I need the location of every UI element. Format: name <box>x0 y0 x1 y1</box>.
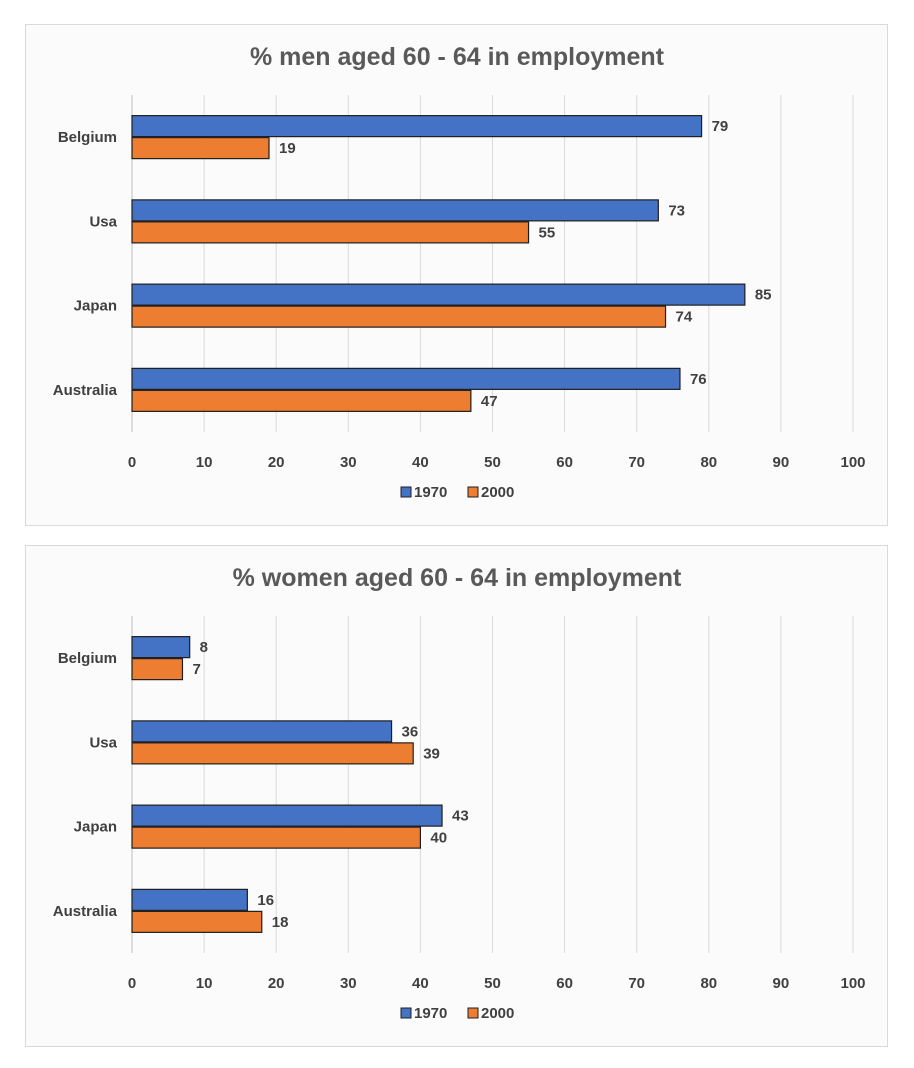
category-label: Usa <box>89 734 117 751</box>
bar-2000 <box>131 910 263 933</box>
x-tick-label: 90 <box>773 454 790 471</box>
legend-label: 1970 <box>414 1005 447 1022</box>
women-employment-chart: % women aged 60 - 64 in employment 0 10 20 3… <box>25 545 888 1047</box>
category-label: Belgium <box>58 650 117 667</box>
bar-1970 <box>131 199 659 222</box>
x-tick-label: 20 <box>268 975 285 992</box>
data-label: 79 <box>712 118 729 135</box>
data-label: 18 <box>272 914 289 931</box>
bar-2000 <box>131 389 472 412</box>
x-tick-label: 60 <box>556 454 573 471</box>
x-tick-label: 40 <box>412 975 429 992</box>
x-tick-label: 50 <box>484 454 501 471</box>
legend-swatch-1970 <box>400 486 412 498</box>
category-label: Japan <box>74 819 117 836</box>
x-tick-label: 10 <box>196 454 213 471</box>
category-label: Australia <box>53 903 118 920</box>
x-tick-label: 30 <box>340 975 357 992</box>
bar-1970 <box>131 283 746 306</box>
legend-label: 2000 <box>481 484 514 501</box>
x-tick-label: 0 <box>128 975 136 992</box>
category-label: Belgium <box>58 129 117 146</box>
men-employment-chart: % men aged 60 - 64 in employment 0 10 20 30 4… <box>25 24 888 526</box>
chart-title: % women aged 60 - 64 in employment <box>233 564 682 592</box>
x-tick-label: 80 <box>700 454 717 471</box>
category-label: Usa <box>89 213 117 230</box>
bar-2000 <box>131 221 530 244</box>
bar-1970 <box>131 367 681 390</box>
x-tick-label: 80 <box>700 975 717 992</box>
x-tick-label: 70 <box>628 454 645 471</box>
bar-1970 <box>131 720 393 743</box>
bar-1970 <box>131 636 191 659</box>
bar-1970 <box>131 888 248 911</box>
x-tick-label: 50 <box>484 975 501 992</box>
bar-2000 <box>131 658 184 681</box>
x-tick-label: 0 <box>128 454 136 471</box>
data-label: 43 <box>452 808 469 825</box>
data-label: 19 <box>279 140 296 157</box>
data-label: 73 <box>668 202 685 219</box>
data-label: 47 <box>481 393 498 410</box>
data-label: 76 <box>690 371 707 388</box>
chart-title: % men aged 60 - 64 in employment <box>250 43 665 71</box>
x-tick-label: 100 <box>840 975 865 992</box>
data-label: 39 <box>423 745 440 762</box>
data-label: 7 <box>192 661 200 678</box>
legend-swatch-1970 <box>400 1007 412 1019</box>
bar-2000 <box>131 137 270 160</box>
data-label: 55 <box>539 224 556 241</box>
legend-label: 1970 <box>414 484 447 501</box>
data-label: 8 <box>200 639 208 656</box>
x-tick-label: 40 <box>412 454 429 471</box>
data-label: 16 <box>257 892 274 909</box>
men-employment-chart-svg: % men aged 60 - 64 in employment 0 10 20 30 4… <box>53 43 866 501</box>
bar-2000 <box>131 742 414 765</box>
category-label: Australia <box>53 382 118 399</box>
data-label: 74 <box>676 309 693 326</box>
women-employment-chart-svg: % women aged 60 - 64 in employment 0 10 20 3… <box>53 564 866 1022</box>
data-label: 36 <box>402 723 419 740</box>
x-tick-label: 10 <box>196 975 213 992</box>
data-label: 40 <box>430 830 447 847</box>
x-tick-label: 60 <box>556 975 573 992</box>
bar-2000 <box>131 826 421 849</box>
bar-1970 <box>131 115 703 138</box>
bar-1970 <box>131 804 443 827</box>
legend-swatch-2000 <box>467 486 479 498</box>
legend-swatch-2000 <box>467 1007 479 1019</box>
x-tick-label: 30 <box>340 454 357 471</box>
legend-label: 2000 <box>481 1005 514 1022</box>
x-tick-label: 20 <box>268 454 285 471</box>
x-tick-label: 70 <box>628 975 645 992</box>
x-tick-label: 100 <box>840 454 865 471</box>
x-tick-label: 90 <box>773 975 790 992</box>
bar-2000 <box>131 305 667 328</box>
data-label: 85 <box>755 287 772 304</box>
category-label: Japan <box>74 298 117 315</box>
